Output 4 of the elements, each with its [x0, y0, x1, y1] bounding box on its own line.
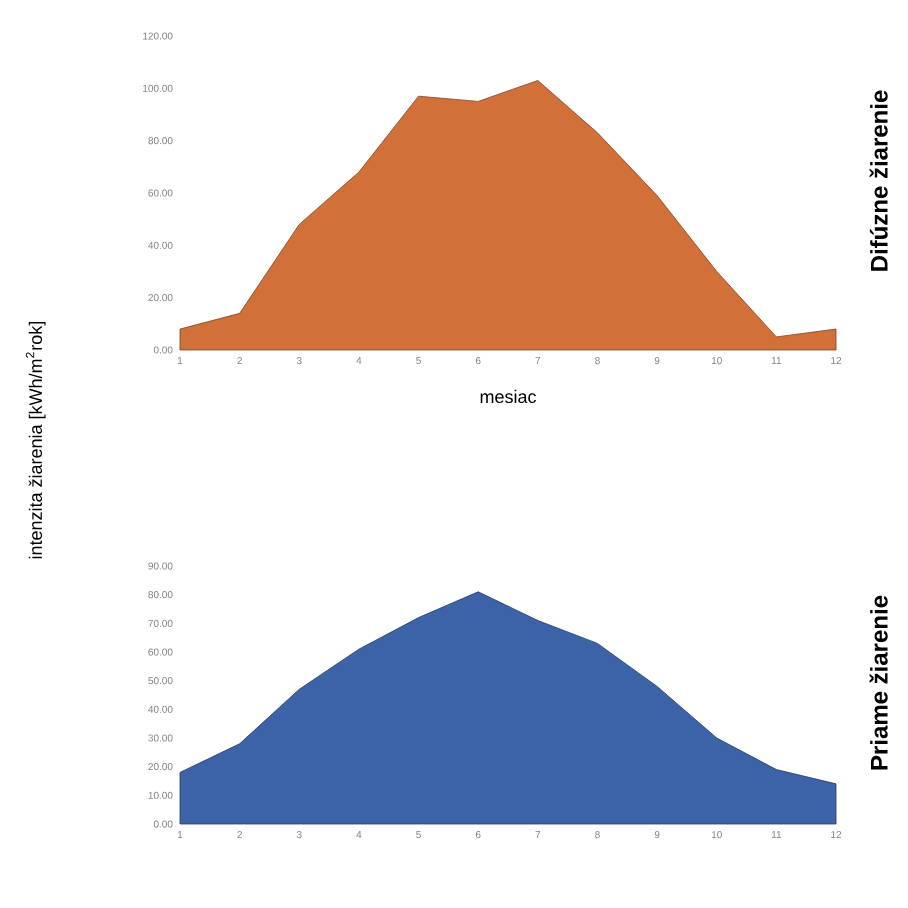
text: Difúzne žiarenie [869, 90, 888, 271]
y-axis-title: intenzita žiarenia [kWh/m$^{2}$rok] [25, 322, 46, 559]
x-axis-title: mesiac [480, 389, 537, 404]
text: Priame žiarenie [869, 595, 888, 770]
